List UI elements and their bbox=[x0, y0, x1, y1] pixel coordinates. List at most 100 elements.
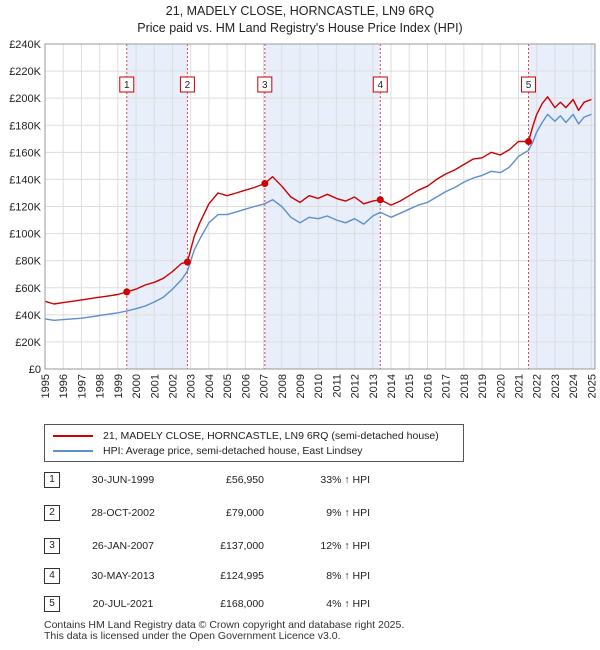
y-tick-label: £240K bbox=[9, 39, 41, 51]
sale-label-number: 5 bbox=[526, 80, 532, 91]
x-tick-label: 2015 bbox=[404, 374, 416, 398]
sale-hpi-change: 9% ↑ HPI bbox=[326, 507, 370, 519]
y-tick-label: £20K bbox=[15, 337, 41, 349]
sale-number-badge: 4 bbox=[44, 568, 60, 584]
sale-date: 30-MAY-2013 bbox=[91, 570, 155, 582]
sale-date: 20-JUL-2021 bbox=[92, 598, 154, 610]
sale-row: 5 20-JUL-2021 £168,000 4% ↑ HPI bbox=[44, 596, 444, 612]
x-tick-label: 2014 bbox=[386, 374, 398, 398]
legend-item-property: 21, MADELY CLOSE, HORNCASTLE, LN9 6RQ (s… bbox=[53, 429, 439, 443]
sale-point bbox=[123, 288, 131, 296]
sale-price: £124,995 bbox=[220, 570, 264, 582]
sale-label-box bbox=[521, 76, 537, 93]
hpi-line bbox=[44, 113, 592, 321]
x-tick-label: 2013 bbox=[368, 374, 380, 398]
y-tick-label: £220K bbox=[9, 66, 41, 78]
x-tick-label: 1999 bbox=[113, 374, 125, 398]
sale-label-box bbox=[179, 76, 195, 93]
x-tick-label: 2012 bbox=[350, 374, 362, 398]
legend-label-property: 21, MADELY CLOSE, HORNCASTLE, LN9 6RQ (s… bbox=[103, 430, 439, 442]
sale-price: £168,000 bbox=[220, 598, 264, 610]
sale-row: 3 26-JAN-2007 £137,000 12% ↑ HPI bbox=[44, 538, 444, 554]
y-tick-label: £0 bbox=[29, 364, 41, 376]
sale-row: 4 30-MAY-2013 £124,995 8% ↑ HPI bbox=[44, 568, 444, 584]
x-tick-label: 2005 bbox=[222, 374, 234, 398]
sale-price: £56,950 bbox=[226, 474, 264, 486]
x-tick-label: 2017 bbox=[441, 374, 453, 398]
sale-number-badge: 1 bbox=[44, 472, 60, 488]
y-tick-label: £80K bbox=[15, 256, 41, 268]
sale-label-box bbox=[372, 76, 388, 93]
sale-price: £79,000 bbox=[226, 507, 264, 519]
sale-label-box bbox=[257, 76, 273, 93]
sale-point bbox=[261, 179, 269, 187]
footer: Contains HM Land Registry data © Crown c… bbox=[44, 620, 404, 642]
x-tick-label: 2024 bbox=[568, 374, 580, 398]
legend: 21, MADELY CLOSE, HORNCASTLE, LN9 6RQ (s… bbox=[44, 424, 464, 462]
y-tick-label: £200K bbox=[9, 93, 41, 105]
sale-hpi-change: 12% ↑ HPI bbox=[320, 540, 370, 552]
legend-label-hpi: HPI: Average price, semi-detached house,… bbox=[103, 445, 363, 457]
sale-label-number: 2 bbox=[185, 80, 191, 91]
x-tick-label: 2004 bbox=[204, 374, 216, 398]
sale-number-badge: 5 bbox=[44, 596, 60, 612]
chart-title-line2: Price paid vs. HM Land Registry's House … bbox=[137, 21, 463, 35]
y-tick-label: £160K bbox=[9, 147, 41, 159]
x-tick-label: 2022 bbox=[532, 374, 544, 398]
x-tick-label: 2016 bbox=[422, 374, 434, 398]
sale-hpi-change: 4% ↑ HPI bbox=[326, 598, 370, 610]
sale-date: 26-JAN-2007 bbox=[92, 540, 154, 552]
sale-price: £137,000 bbox=[220, 540, 264, 552]
x-tick-label: 2000 bbox=[131, 374, 143, 398]
sale-date: 28-OCT-2002 bbox=[91, 507, 155, 519]
plot-frame bbox=[44, 43, 596, 370]
legend-swatch-property bbox=[53, 435, 93, 437]
x-tick-label: 1997 bbox=[76, 374, 88, 398]
sale-number-badge: 2 bbox=[44, 505, 60, 521]
x-tick-label: 2010 bbox=[313, 374, 325, 398]
sale-row: 2 28-OCT-2002 £79,000 9% ↑ HPI bbox=[44, 505, 444, 521]
x-tick-label: 2011 bbox=[331, 374, 343, 398]
x-tick-label: 1995 bbox=[40, 374, 52, 398]
sale-hpi-change: 33% ↑ HPI bbox=[320, 474, 370, 486]
legend-swatch-hpi bbox=[53, 450, 93, 452]
x-tick-label: 2007 bbox=[259, 374, 271, 398]
y-tick-label: £120K bbox=[9, 202, 41, 214]
x-tick-label: 2009 bbox=[295, 374, 307, 398]
x-tick-label: 2020 bbox=[495, 374, 507, 398]
x-tick-label: 2023 bbox=[550, 374, 562, 398]
sale-hpi-change: 8% ↑ HPI bbox=[326, 570, 370, 582]
axes: £0 £20K £40K £60K £80K £100K £120K £140K £160K £1… bbox=[9, 39, 598, 398]
x-tick-label: 2019 bbox=[477, 374, 489, 398]
y-tick-label: £40K bbox=[15, 310, 41, 322]
y-tick-label: £100K bbox=[9, 229, 41, 241]
footer-licence: This data is licensed under the Open Gov… bbox=[44, 630, 341, 642]
x-tick-label: 2002 bbox=[167, 374, 179, 398]
sale-date: 30-JUN-1999 bbox=[91, 474, 155, 486]
sale-label-number: 4 bbox=[378, 80, 384, 91]
x-tick-label: 2003 bbox=[186, 374, 198, 398]
sale-label-box bbox=[119, 76, 135, 93]
footer-copyright: Contains HM Land Registry data © Crown c… bbox=[44, 619, 405, 631]
sale-label-number: 3 bbox=[262, 80, 268, 91]
sale-row: 1 30-JUN-1999 £56,950 33% ↑ HPI bbox=[44, 472, 444, 488]
x-tick-label: 2021 bbox=[514, 374, 526, 398]
sale-point bbox=[525, 138, 533, 145]
sale-point bbox=[376, 196, 384, 204]
sale-point bbox=[183, 258, 191, 266]
chart-title-line1: 21, MADELY CLOSE, HORNCASTLE, LN9 6RQ bbox=[165, 4, 435, 18]
x-tick-label: 2018 bbox=[459, 374, 471, 398]
y-tick-label: £60K bbox=[15, 283, 41, 295]
sale-label-number: 1 bbox=[124, 80, 130, 91]
x-tick-label: 2006 bbox=[240, 374, 252, 398]
x-tick-label: 2008 bbox=[277, 374, 289, 398]
sale-number-badge: 3 bbox=[44, 538, 60, 554]
x-tick-label: 2025 bbox=[586, 374, 598, 398]
x-tick-label: 1998 bbox=[95, 374, 107, 398]
y-tick-label: £180K bbox=[9, 120, 41, 132]
x-tick-label: 1996 bbox=[58, 374, 70, 398]
x-tick-label: 2001 bbox=[149, 374, 161, 398]
y-tick-label: £140K bbox=[9, 174, 41, 186]
sale-markers: 1 2 3 4 5 bbox=[119, 76, 537, 296]
